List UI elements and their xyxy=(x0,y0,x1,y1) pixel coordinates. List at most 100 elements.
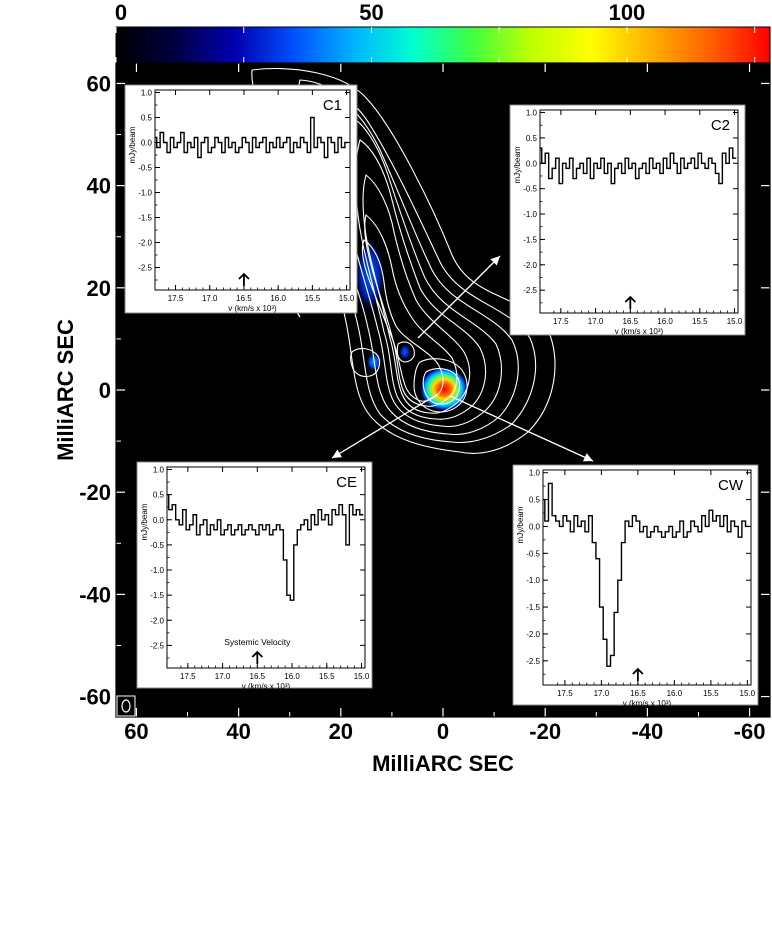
inset-x-tick-label: 16.0 xyxy=(657,317,673,326)
inset-x-tick-label: 17.0 xyxy=(202,294,218,303)
inset-y-tick-label: -1.5 xyxy=(523,235,537,244)
inset-y-tick-label: -1.0 xyxy=(150,566,164,575)
inset-x-tick-label: 15.0 xyxy=(354,672,370,681)
pointer-arrows xyxy=(277,255,594,462)
pointer-line xyxy=(417,255,501,339)
x-tick-label: -60 xyxy=(734,719,766,744)
inset-x-tick-label: 16.5 xyxy=(236,294,252,303)
x-tick-label: -40 xyxy=(631,719,663,744)
inset-x-tick-label: 16.0 xyxy=(270,294,286,303)
x-tick-label: -20 xyxy=(529,719,561,744)
contour-line xyxy=(364,214,458,407)
systemic-velocity-arrowhead xyxy=(238,272,250,280)
inset-y-tick-label: -1.0 xyxy=(523,210,537,219)
inset-y-tick-label: 0.0 xyxy=(529,522,541,531)
inset-y-tick-label: -2.5 xyxy=(523,286,537,295)
inset-y-axis-title: mJy/beam xyxy=(513,146,522,183)
inset-y-tick-label: -2.5 xyxy=(150,641,164,650)
spectrum-line xyxy=(543,482,750,667)
y-tick-label: 60 xyxy=(87,71,111,96)
inset-y-tick-label: -2.0 xyxy=(526,630,540,639)
inset-x-tick-label: 15.0 xyxy=(727,317,743,326)
knot-emission-blob xyxy=(399,344,411,360)
inset-x-tick-label: 17.5 xyxy=(557,689,573,698)
inset-x-axis-title: v (km/s x 10³) xyxy=(228,304,277,313)
contour-line xyxy=(422,368,461,405)
inset-x-axis-title: v (km/s x 10³) xyxy=(623,699,672,708)
inset-y-axis-title: mJy/beam xyxy=(128,126,137,163)
inset-y-tick-label: -1.0 xyxy=(138,189,152,198)
pointer-arrowhead xyxy=(490,256,500,266)
x-tick-label: 40 xyxy=(226,719,250,744)
inset-x-tick-label: 15.5 xyxy=(703,689,719,698)
inset-x-tick-label: 17.0 xyxy=(588,317,604,326)
inset-y-axis-title: mJy/beam xyxy=(516,506,525,543)
colorbar-strip xyxy=(115,26,771,64)
inset-y-tick-label: -0.5 xyxy=(150,541,164,550)
colorbar-tick-label: 50 xyxy=(359,0,383,25)
inset-y-tick-label: 1.0 xyxy=(526,109,538,118)
contour-line xyxy=(343,114,502,428)
inset-panel xyxy=(512,464,759,706)
inset-x-tick-label: 16.5 xyxy=(250,672,266,681)
y-tick-label: 20 xyxy=(87,276,111,301)
plot-frame xyxy=(115,62,771,718)
systemic-velocity-arrowhead xyxy=(624,295,636,303)
inset-frame xyxy=(154,89,351,291)
inset-y-tick-label: -2.0 xyxy=(523,261,537,270)
inset-y-tick-label: -2.5 xyxy=(526,657,540,666)
inset-x-tick-label: 17.5 xyxy=(553,317,569,326)
core-emission xyxy=(420,367,468,411)
inset-x-tick-label: 17.0 xyxy=(215,672,231,681)
inset-y-tick-label: 0.0 xyxy=(141,139,153,148)
x-axis-title: MilliARC SEC xyxy=(372,751,514,776)
spectrum-inset-c1: 1.0 0.5 0.0 -0.5 -1.0 -1.5 -2.0 -2.5 17.5 17.0 16.… xyxy=(124,84,358,314)
inset-x-tick-label: 15.5 xyxy=(319,672,335,681)
pointer-arrowhead xyxy=(582,453,593,462)
inset-x-axis-title: v (km/s x 10³) xyxy=(242,682,291,691)
y-tick-label: -60 xyxy=(79,685,111,710)
inset-y-tick-label: -2.5 xyxy=(138,264,152,273)
inset-y-tick-label: 1.0 xyxy=(141,89,153,98)
inset-x-tick-label: 16.0 xyxy=(284,672,300,681)
inset-panel xyxy=(136,461,373,689)
inset-y-tick-label: 0.5 xyxy=(526,134,538,143)
contour-line xyxy=(396,341,415,363)
y-tick-label: 0 xyxy=(99,378,111,403)
inset-frame xyxy=(539,109,739,314)
pointer-arrowhead xyxy=(332,449,343,458)
inset-x-tick-label: 15.5 xyxy=(305,294,321,303)
inset-x-tick-label: 17.5 xyxy=(180,672,196,681)
inset-title: CW xyxy=(718,477,744,494)
inset-x-tick-label: 17.0 xyxy=(594,689,610,698)
spectra-insets: 1.0 0.5 0.0 -0.5 -1.0 -1.5 -2.0 -2.5 17.5 17.0 16.… xyxy=(124,84,759,708)
inset-y-tick-label: -0.5 xyxy=(526,549,540,558)
inset-y-tick-label: -2.0 xyxy=(150,616,164,625)
y-axis-title: MilliARC SEC xyxy=(53,319,78,461)
inset-title: C1 xyxy=(323,97,342,114)
systemic-velocity-arrowhead xyxy=(251,650,263,658)
inset-title: C2 xyxy=(711,117,730,134)
x-tick-label: 60 xyxy=(124,719,148,744)
inset-y-tick-label: -1.0 xyxy=(526,576,540,585)
inset-panel xyxy=(509,104,746,336)
inset-x-tick-label: 16.5 xyxy=(630,689,646,698)
inset-frame xyxy=(166,466,366,669)
inset-y-tick-label: 0.5 xyxy=(141,114,153,123)
inset-y-tick-label: 0.5 xyxy=(153,491,165,500)
main-axis-ticks: 60 40 20 0 -20 -40 -60 60 40 20 0 -20 -40 -60 xyxy=(79,63,770,744)
inset-y-tick-label: -1.5 xyxy=(526,603,540,612)
inset-panel xyxy=(124,84,358,314)
spectrum-line xyxy=(155,116,349,159)
inset-x-tick-label: 16.0 xyxy=(667,689,683,698)
contour-line xyxy=(355,139,487,420)
colorbar: 0 50 100 xyxy=(115,0,771,64)
spectrum-line xyxy=(167,493,364,601)
y-tick-label: -40 xyxy=(79,582,111,607)
inset-x-tick-label: 16.5 xyxy=(623,317,639,326)
inset-x-axis-title: v (km/s x 10³) xyxy=(615,327,664,336)
spectrum-inset-c2: 1.0 0.5 0.0 -0.5 -1.0 -1.5 -2.0 -2.5 17.5 17.0 16.… xyxy=(509,104,746,336)
inset-frame xyxy=(542,469,752,686)
colorbar-ticks: 0 50 100 xyxy=(115,0,756,63)
